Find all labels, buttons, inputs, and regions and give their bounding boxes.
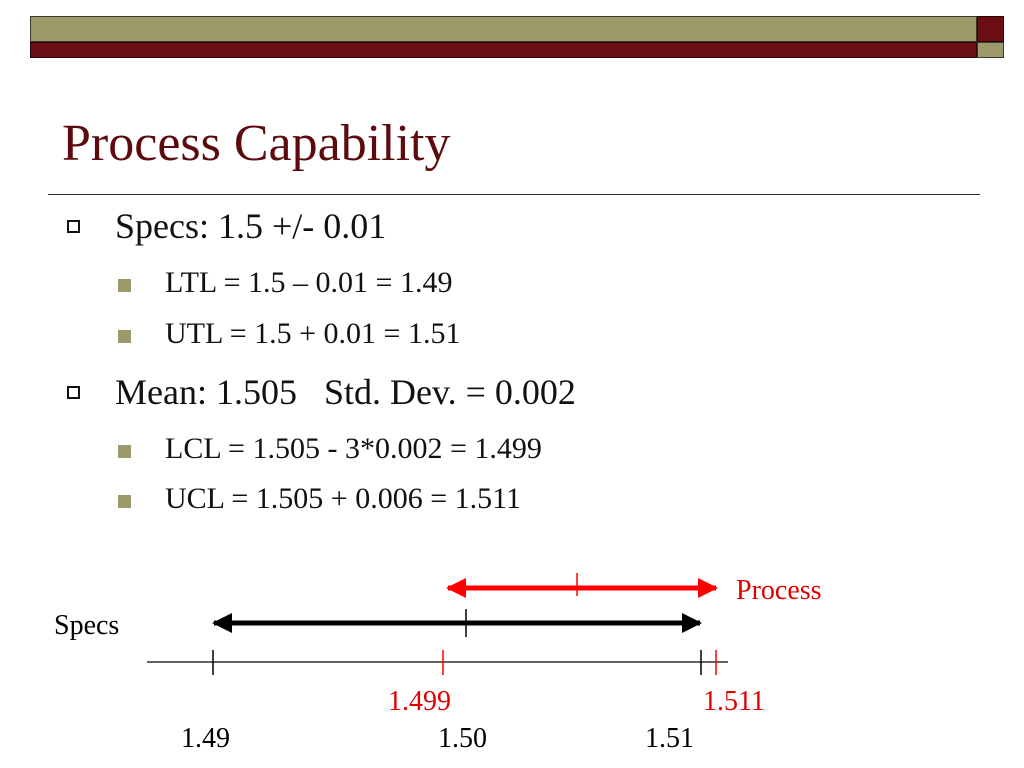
header-band-maroon [30,42,977,58]
tick-label-1.50: 1.50 [438,723,487,754]
sub-bullet-text: LTL = 1.5 – 0.01 = 1.49 [165,266,453,299]
specs-label: Specs [54,610,120,641]
square-bullet-icon [118,330,131,343]
header-band-olive [30,16,977,42]
hollow-square-bullet-icon [67,220,80,233]
sub-bullet-text: UTL = 1.5 + 0.01 = 1.51 [165,317,461,350]
square-bullet-icon [118,495,131,508]
bullet-text: Specs: 1.5 +/- 0.01 [115,206,387,246]
tick-label-1.511: 1.511 [703,686,765,717]
tick-label-1.499: 1.499 [388,686,451,717]
corner-block-olive [977,42,1004,58]
specs-arrowhead-right-icon [682,613,702,633]
title-divider [48,194,980,195]
specs-arrowhead-left-icon [212,613,232,633]
process-arrowhead-right-icon [698,578,718,598]
square-bullet-icon [118,445,131,458]
sub-bullet-text: LCL = 1.505 - 3*0.002 = 1.499 [165,432,542,465]
tick-label-1.51: 1.51 [645,723,694,754]
process-label: Process [736,575,822,606]
tick-label-1.49: 1.49 [181,723,230,754]
bullet-text: Mean: 1.505 Std. Dev. = 0.002 [115,372,576,412]
slide-title: Process Capability [62,115,451,172]
square-bullet-icon [118,279,131,292]
process-arrowhead-left-icon [446,578,466,598]
corner-block-maroon [977,16,1004,42]
hollow-square-bullet-icon [67,386,80,399]
sub-bullet-text: UCL = 1.505 + 0.006 = 1.511 [165,482,522,515]
